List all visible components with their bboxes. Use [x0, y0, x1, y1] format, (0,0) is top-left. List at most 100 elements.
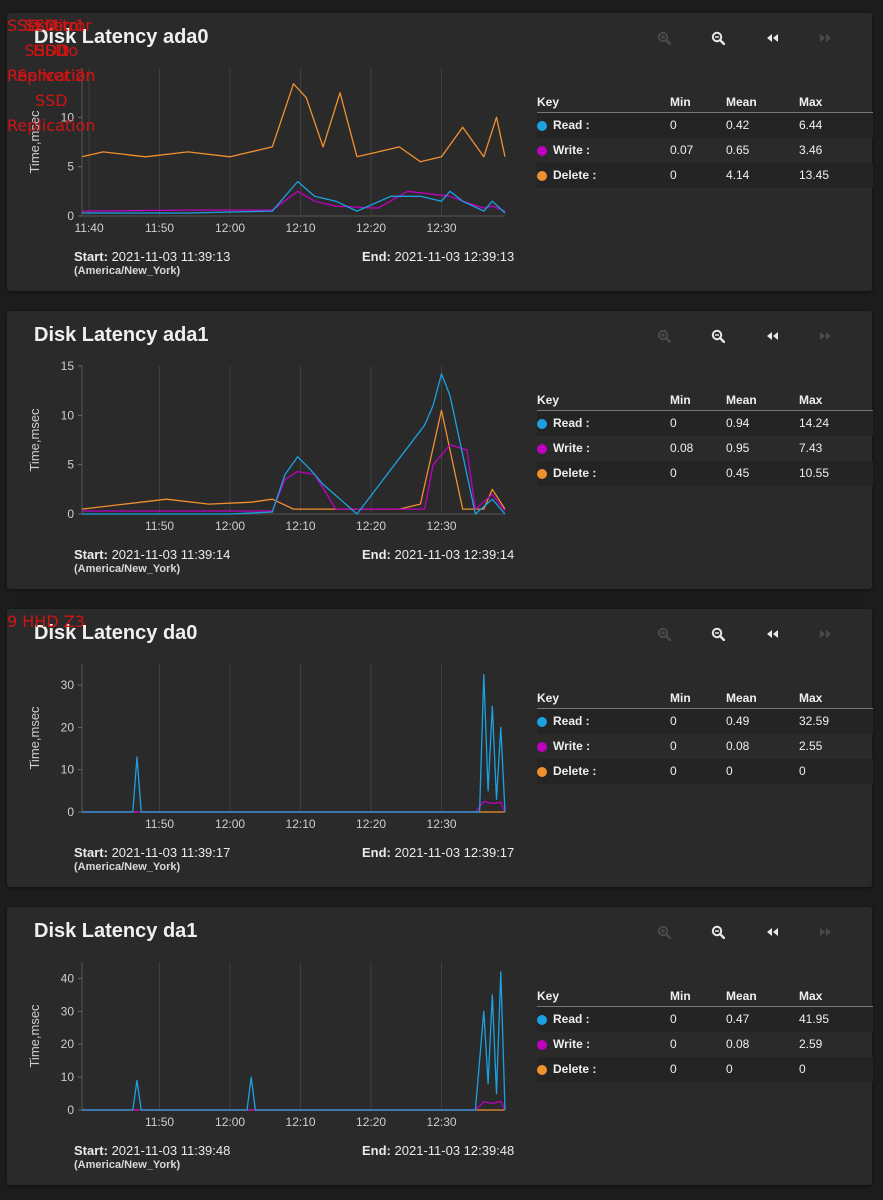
back-button[interactable] [761, 623, 783, 645]
legend-key: Delete : [537, 461, 596, 486]
legend-row[interactable]: Delete : 0 0.45 10.55 [537, 461, 873, 486]
legend-table: Key Min Mean Max Read : 0 0.42 6.44 Write : 0.07 0… [537, 95, 873, 188]
legend-row[interactable]: Write : 0 0.08 2.59 [537, 1032, 873, 1057]
y-axis-label: Time,msec [27, 408, 42, 472]
chart-card: Disk Latency da0 11:50 12:00 12:10 12:20 12:3… [7, 609, 873, 887]
forward-button[interactable] [815, 325, 837, 347]
x-tick-label: 12:20 [356, 1115, 386, 1129]
back-button[interactable] [761, 921, 783, 943]
legend-row[interactable]: Delete : 0 0 0 [537, 759, 873, 784]
end-label: End: [362, 845, 391, 860]
series-dot-icon [537, 468, 547, 479]
rewind-icon [767, 332, 778, 340]
start-label: Start: [74, 1143, 108, 1158]
x-tick-label: 12:20 [356, 221, 386, 235]
y-tick-label: 30 [61, 678, 75, 692]
y-axis-label: Time,msec [27, 110, 42, 174]
back-button[interactable] [761, 325, 783, 347]
legend-mean-value: 0 [726, 1062, 733, 1076]
zoom-in-button[interactable] [653, 921, 675, 943]
legend-min-value: 0 [670, 466, 677, 480]
legend-row[interactable]: Write : 0.08 0.95 7.43 [537, 436, 873, 461]
legend-mean-value: 0.42 [726, 118, 750, 132]
x-tick-label: 12:00 [215, 519, 245, 533]
series-dot-icon [537, 1064, 547, 1075]
legend-mean-value: 0 [726, 764, 733, 778]
line-chart: 11:40 11:50 12:00 12:10 12:20 12:30 0 5 10 Time,m… [27, 68, 506, 235]
chart-toolbar [641, 623, 841, 645]
series-line-read [82, 971, 506, 1111]
legend-row[interactable]: Write : 0 0.08 2.55 [537, 734, 873, 759]
legend-series-name: Delete : [553, 764, 597, 778]
chart-card: Disk Latency ada1 11:50 12:00 12:10 12:20 12:… [7, 311, 873, 589]
legend-row[interactable]: Delete : 0 0 0 [537, 1057, 873, 1082]
series-line-read [82, 373, 506, 515]
zoom-in-button[interactable] [653, 27, 675, 49]
start-label: Start: [74, 845, 108, 860]
legend-col-key: Key [537, 691, 560, 705]
forward-button[interactable] [815, 27, 837, 49]
legend-key: Read : [537, 1007, 590, 1032]
start-time: Start: 2021-11-03 11:39:13 [74, 249, 230, 264]
x-tick-label: 12:10 [286, 1115, 316, 1129]
rewind-icon [767, 34, 778, 42]
legend-key: Write : [537, 436, 590, 461]
card-title: Disk Latency ada0 [34, 26, 209, 48]
zoom-in-button[interactable] [653, 325, 675, 347]
legend-col-mean: Mean [726, 691, 757, 705]
legend-max-value: 10.55 [799, 466, 830, 480]
x-tick-label: 12:30 [427, 519, 457, 533]
y-tick-label: 30 [61, 1004, 75, 1018]
zoom-out-button[interactable] [707, 27, 729, 49]
end-value: 2021-11-03 12:39:13 [394, 249, 515, 264]
zoom-out-button[interactable] [707, 623, 729, 645]
fast-forward-icon [820, 928, 831, 936]
annotation-text: 9 HHD Z3 [7, 612, 85, 631]
legend-max-value: 2.55 [799, 739, 823, 753]
rewind-icon [767, 630, 778, 638]
zoom-out-button[interactable] [707, 921, 729, 943]
legend-key: Read : [537, 113, 590, 138]
x-tick-label: 12:00 [215, 1115, 245, 1129]
legend-row[interactable]: Write : 0.07 0.65 3.46 [537, 138, 873, 163]
legend-min-value: 0 [670, 416, 677, 430]
back-button[interactable] [761, 27, 783, 49]
legend-min-value: 0 [670, 1062, 677, 1076]
end-time: End: 2021-11-03 12:39:14 [362, 547, 514, 562]
legend-series-name: Delete : [553, 466, 597, 480]
line-chart: 11:50 12:00 12:10 12:20 12:30 0 10 20 30 Time,mse… [27, 664, 506, 831]
end-value: 2021-11-03 12:39:14 [394, 547, 515, 562]
legend-row[interactable]: Read : 0 0.49 32.59 [537, 709, 873, 734]
forward-button[interactable] [815, 623, 837, 645]
start-value: 2021-11-03 11:39:17 [111, 845, 231, 860]
legend-max-value: 0 [799, 764, 806, 778]
start-label: Start: [74, 547, 108, 562]
legend-row[interactable]: Read : 0 0.47 41.95 [537, 1007, 873, 1032]
forward-button[interactable] [815, 921, 837, 943]
legend-row[interactable]: Delete : 0 4.14 13.45 [537, 163, 873, 188]
legend-table: Key Min Mean Max Read : 0 0.47 41.95 Write : 0 0.0… [537, 989, 873, 1082]
chart-toolbar [641, 325, 841, 347]
y-tick-label: 10 [61, 1070, 75, 1084]
zoom-in-icon [657, 329, 671, 343]
legend-row[interactable]: Read : 0 0.94 14.24 [537, 411, 873, 436]
start-time: Start: 2021-11-03 11:39:14 [74, 547, 230, 562]
legend-key: Delete : [537, 1057, 596, 1082]
legend-key: Delete : [537, 163, 596, 188]
y-tick-label: 0 [67, 507, 74, 521]
legend-mean-value: 0.08 [726, 1037, 750, 1051]
zoom-in-icon [657, 925, 671, 939]
chart-card: Disk Latency da1 11:50 12:00 12:10 12:20 12:3… [7, 907, 873, 1185]
zoom-in-button[interactable] [653, 623, 675, 645]
zoom-out-button[interactable] [707, 325, 729, 347]
legend-row[interactable]: Read : 0 0.42 6.44 [537, 113, 873, 138]
legend-key: Read : [537, 709, 590, 734]
legend-series-name: Write : [553, 143, 591, 157]
legend-min-value: 0 [670, 714, 677, 728]
y-tick-label: 10 [61, 110, 75, 124]
legend-series-name: Write : [553, 441, 591, 455]
line-chart: 11:50 12:00 12:10 12:20 12:30 0 10 20 30 40 Time,m… [27, 962, 506, 1129]
annotation-text: SSD to SSD Replication [7, 16, 96, 85]
x-tick-label: 12:20 [356, 519, 386, 533]
legend-mean-value: 0.47 [726, 1012, 750, 1026]
